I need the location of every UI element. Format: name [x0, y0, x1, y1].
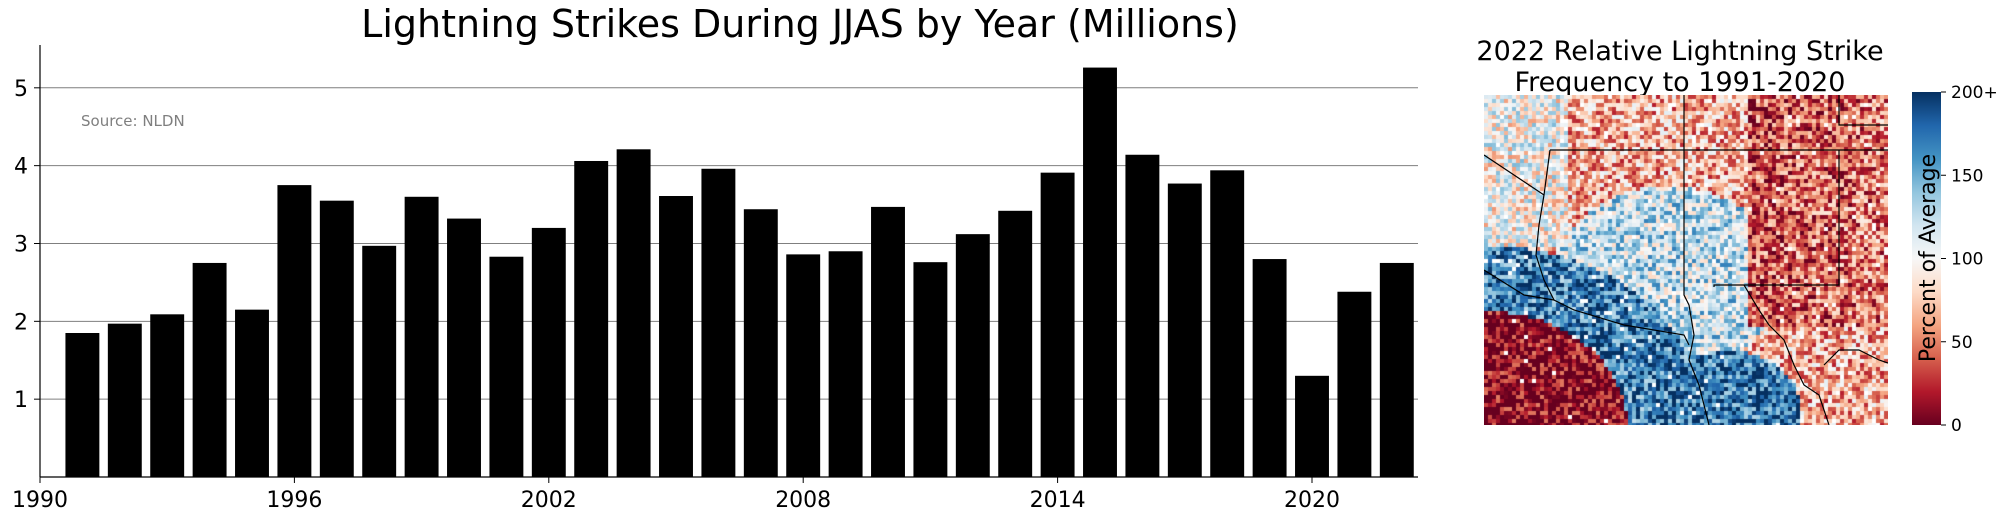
colorbar-label: Percent of Average [1916, 154, 1941, 362]
bar-2017 [1167, 183, 1202, 478]
y-tick-label: 5 [14, 77, 28, 102]
bar-2004 [616, 149, 651, 477]
bar-1996 [277, 185, 312, 478]
bar-2013 [998, 210, 1033, 477]
x-axis-ticks: 1990 1996 2002 2008 2014 2020 [12, 477, 1340, 513]
x-tick-label: 1996 [266, 488, 322, 513]
bar-2009 [828, 251, 863, 477]
state-border [1713, 150, 1840, 287]
bar-1992 [107, 323, 142, 477]
colorbar-tick-label: 100 [1951, 250, 1983, 270]
bar-1995 [235, 309, 269, 477]
river-border [1743, 284, 1830, 425]
bar-2022 [1379, 262, 1414, 477]
y-tick-label: 2 [14, 310, 28, 335]
bar-1994 [192, 262, 227, 477]
state-border [1484, 269, 1555, 301]
colorbar-tick-label: 200+ [1951, 83, 1998, 103]
x-tick-label: 2020 [1284, 488, 1340, 513]
map-borders [1484, 95, 1888, 425]
bar-chart: 1 2 3 4 5 1990 1996 2002 2008 2014 2020 Source: N… [12, 45, 1418, 513]
bar-1991 [65, 333, 100, 477]
bar-2000 [447, 218, 481, 478]
map-title: 2022 Relative Lightning Strike Frequency… [1450, 36, 1910, 98]
colorbar-gradient [1912, 92, 1941, 425]
y-tick-label: 4 [14, 155, 28, 180]
bar-2011 [913, 262, 948, 477]
bar-2005 [659, 196, 693, 477]
bar-2012 [955, 234, 990, 477]
state-border [1838, 95, 1888, 126]
bar-2019 [1252, 259, 1287, 477]
river-border [1823, 349, 1888, 366]
bar-1997 [319, 200, 354, 478]
map-title-line2: Frequency to 1991-2020 [1514, 67, 1846, 98]
bar-1999 [404, 196, 439, 477]
bar-2020 [1295, 375, 1329, 477]
bar-2015 [1083, 67, 1117, 478]
map-title-line1: 2022 Relative Lightning Strike [1476, 36, 1884, 67]
bar-2002 [531, 227, 566, 477]
colorbar-tick-label: 50 [1951, 333, 1973, 353]
source-annotation: Source: NLDN [81, 112, 185, 130]
bar-1998 [362, 245, 397, 477]
bar-2001 [489, 256, 524, 477]
bar-2014 [1040, 172, 1075, 477]
bar-2007 [743, 209, 778, 477]
x-tick-label: 1990 [12, 488, 68, 513]
bar-series [65, 67, 1414, 478]
bar-2010 [871, 206, 905, 477]
colorbar-tick-label: 150 [1951, 166, 1983, 186]
bar-2008 [786, 254, 821, 477]
bar-2003 [574, 160, 609, 477]
colorbar-tick-label: 0 [1951, 416, 1962, 436]
river-border [1688, 304, 1710, 425]
state-border [1484, 149, 1551, 197]
bar-2021 [1337, 291, 1372, 477]
state-border [1683, 95, 1690, 306]
colorbar: 0 50 100 150 200+ Percent of Average [1912, 83, 1998, 436]
x-tick-label: 2008 [775, 488, 831, 513]
y-tick-label: 3 [14, 232, 28, 257]
bar-2006 [701, 168, 736, 478]
x-tick-label: 2014 [1030, 488, 1086, 513]
x-tick-label: 2002 [521, 488, 577, 513]
y-tick-label: 1 [14, 388, 28, 413]
lightning-anomaly-map [1484, 95, 1888, 425]
bar-1993 [150, 314, 185, 477]
bar-2016 [1125, 154, 1160, 478]
bar-2018 [1210, 170, 1245, 478]
coast-border [1535, 194, 1690, 346]
bar-chart-title: Lightning Strikes During JJAS by Year (M… [361, 2, 1239, 46]
colorbar-ticks: 0 50 100 150 200+ [1941, 83, 1998, 436]
y-axis-ticks: 1 2 3 4 5 [14, 77, 40, 413]
